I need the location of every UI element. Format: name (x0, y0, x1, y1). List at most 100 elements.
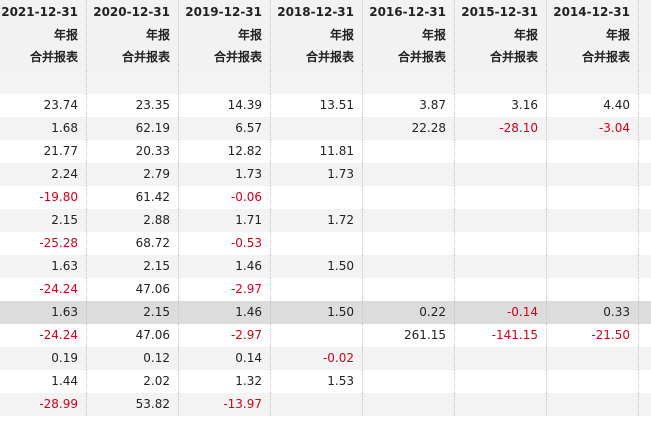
column-report-scope: 合并报表 (489, 50, 538, 64)
table-cell: 1.53 (271, 370, 363, 393)
table-cell: -141.15 (455, 324, 547, 347)
column-date: 2018-12-31 (277, 5, 354, 19)
table-cell: 2.79 (87, 163, 179, 186)
table-cell: 1.46 (179, 255, 271, 278)
table-row[interactable] (0, 71, 651, 94)
table-row[interactable]: -24.24 47.06 -2.97 (0, 278, 651, 301)
table-cell: 1.71 (179, 209, 271, 232)
table-row[interactable]: -24.24 47.06 -2.97 261.15 -141.15 -21.50 (0, 324, 651, 347)
table-cell: 12.82 (179, 140, 271, 163)
table-cell: -25.28 (0, 232, 87, 255)
table-cell: 2.15 (0, 209, 87, 232)
table-cell: 0.12 (87, 347, 179, 370)
table-row[interactable]: 1.68 62.19 6.57 22.28 -28.10 -3.04 (0, 117, 651, 140)
table-cell (271, 71, 363, 94)
table-cell: 47.06 (87, 324, 179, 347)
table-cell: -3.04 (547, 117, 639, 140)
table-row[interactable]: 1.63 2.15 1.46 1.50 (0, 255, 651, 278)
table-body: 23.74 23.35 14.39 13.51 3.87 3.16 4.40 1.68 62.1… (0, 71, 651, 416)
table-cell (0, 71, 87, 94)
table-cell (271, 232, 363, 255)
table-cell: 2.88 (87, 209, 179, 232)
column-report-type: 年报 (237, 28, 262, 42)
column-header[interactable]: 2018-12-31 年报合并报表 (271, 0, 363, 71)
table-row[interactable]: -19.80 61.42 -0.06 (0, 186, 651, 209)
column-header[interactable]: 2021-12-31 年报 合并报表 (0, 0, 87, 71)
column-header[interactable]: 2020-12-31 年报 合并报表 (87, 0, 179, 71)
table-cell: 23.74 (0, 94, 87, 117)
table-cell (87, 71, 179, 94)
column-report-scope: 合并报表 (581, 50, 630, 64)
table-row[interactable]: 0.19 0.12 0.14 -0.02 (0, 347, 651, 370)
table-cell: 1.44 (0, 370, 87, 393)
column-report-type: 年报 (605, 28, 630, 42)
table-cell (363, 255, 455, 278)
table-cell (363, 186, 455, 209)
table-cell (547, 163, 639, 186)
table-row[interactable]: 2.24 2.79 1.73 1.73 (0, 163, 651, 186)
table-cell (179, 71, 271, 94)
table-row[interactable]: -25.28 68.72 -0.53 (0, 232, 651, 255)
table-cell: 13.51 (271, 94, 363, 117)
table-cell: 4.40 (547, 94, 639, 117)
column-report-scope: 合并报表 (305, 50, 354, 64)
table-cell: 3.16 (455, 94, 547, 117)
table-cell (547, 347, 639, 370)
column-header[interactable]: 2014-12-31 年报合并报表 (547, 0, 639, 71)
table-cell: -13.97 (179, 393, 271, 416)
table-cell: 3.87 (363, 94, 455, 117)
table-row[interactable]: 1.63 2.15 1.46 1.50 0.22 -0.14 0.33 (0, 301, 651, 324)
table-row[interactable]: 1.44 2.02 1.32 1.53 (0, 370, 651, 393)
table-row[interactable]: -28.99 53.82 -13.97 (0, 393, 651, 416)
table-cell: -28.10 (455, 117, 547, 140)
table-cell: -0.14 (455, 301, 547, 324)
table-cell (363, 163, 455, 186)
table-cell: 1.63 (0, 255, 87, 278)
column-header[interactable]: 2016-12-31 年报合并报表 (363, 0, 455, 71)
table-row[interactable]: 21.77 20.33 12.82 11.81 (0, 140, 651, 163)
column-report-scope: 合并报表 (121, 50, 170, 64)
table-cell: 47.06 (87, 278, 179, 301)
column-date: 2016-12-31 (369, 5, 446, 19)
table-cell (455, 163, 547, 186)
column-report-type: 年报 (421, 28, 446, 42)
table-cell: 23.35 (87, 94, 179, 117)
table-cell (547, 232, 639, 255)
column-report-scope: 合并报表 (213, 50, 262, 64)
table-cell (271, 186, 363, 209)
table-cell (547, 393, 639, 416)
table-cell (271, 393, 363, 416)
column-report-scope: 合并报表 (397, 50, 446, 64)
table-cell (271, 324, 363, 347)
table-cell: 1.68 (0, 117, 87, 140)
table-cell: 1.50 (271, 301, 363, 324)
table-header: 2021-12-31 年报 合并报表 2020-12-31 年报 合并报表 2019-12-… (0, 0, 651, 71)
table-cell: -0.53 (179, 232, 271, 255)
table-cell (363, 370, 455, 393)
table-cell (455, 278, 547, 301)
table-cell: 21.77 (0, 140, 87, 163)
table-cell: 1.32 (179, 370, 271, 393)
table-cell (363, 209, 455, 232)
column-report-type: 年报 (329, 28, 354, 42)
table-cell (363, 140, 455, 163)
table-row[interactable]: 2.15 2.88 1.71 1.72 (0, 209, 651, 232)
column-report-type: 年报 (53, 28, 78, 42)
column-header[interactable]: 2015-12-31 年报 合并报表 (455, 0, 547, 71)
table-cell: -19.80 (0, 186, 87, 209)
table-cell (271, 117, 363, 140)
table-cell (455, 232, 547, 255)
table-cell: 2.15 (87, 255, 179, 278)
table-cell: 2.15 (87, 301, 179, 324)
table-cell: 1.46 (179, 301, 271, 324)
table-cell: 22.28 (363, 117, 455, 140)
table-cell: 0.14 (179, 347, 271, 370)
table-row[interactable]: 23.74 23.35 14.39 13.51 3.87 3.16 4.40 (0, 94, 651, 117)
table-cell: 61.42 (87, 186, 179, 209)
table-cell: -28.99 (0, 393, 87, 416)
column-header[interactable]: 2019-12-31 年报 合并报表 (179, 0, 271, 71)
table-cell: 261.15 (363, 324, 455, 347)
column-date: 2020-12-31 (93, 5, 170, 19)
column-date: 2014-12-31 (553, 5, 630, 19)
table-cell (455, 255, 547, 278)
